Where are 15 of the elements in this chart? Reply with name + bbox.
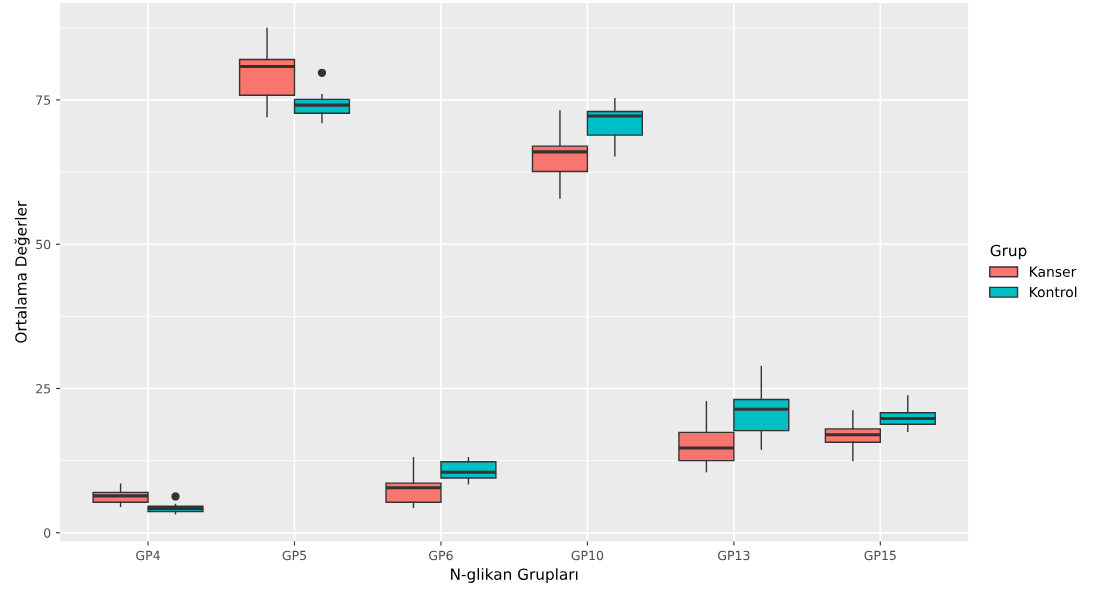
- x-tick-label: GP5: [282, 550, 306, 561]
- legend-label: Kontrol: [1030, 286, 1077, 298]
- x-axis-title: N-glikan Grupları: [451, 568, 578, 583]
- y-tick-label: 50: [36, 239, 51, 250]
- y-tick-label: 0: [44, 528, 51, 538]
- y-tick-label: 75: [36, 95, 51, 105]
- x-tick-label: GP4: [136, 550, 160, 561]
- legend-label: Kanser: [1030, 266, 1077, 277]
- legend-title: Grup: [990, 244, 1027, 260]
- y-axis-title: Ortalama Değerler: [14, 200, 30, 343]
- x-tick-label: GP13: [718, 550, 750, 561]
- x-tick-label: GP10: [571, 550, 604, 561]
- x-tick-label: GP6: [429, 550, 453, 561]
- x-tick-label: GP15: [864, 550, 896, 561]
- y-tick-label: 25: [36, 383, 51, 394]
